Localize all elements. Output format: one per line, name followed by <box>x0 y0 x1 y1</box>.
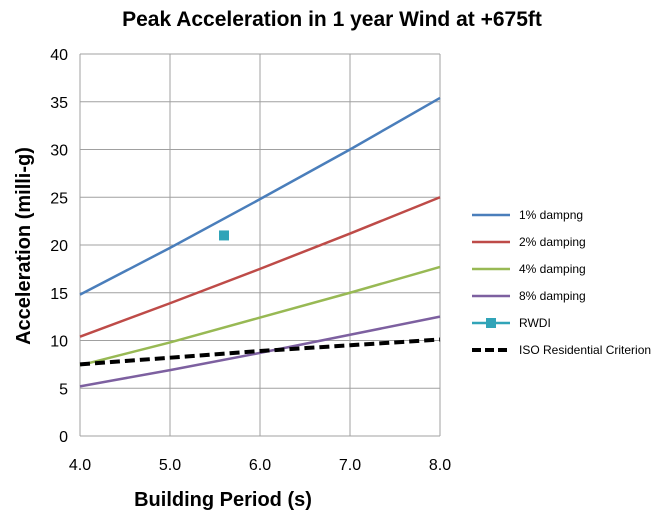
legend-item: 2% damping <box>472 235 586 249</box>
legend-label: 2% damping <box>519 235 586 249</box>
y-tick-label: 25 <box>50 190 68 207</box>
series-line-1-dampng <box>79 96 441 296</box>
legend-label: 1% dampng <box>519 208 583 222</box>
plot-area <box>79 96 441 388</box>
chart-title: Peak Acceleration in 1 year Wind at +675… <box>122 8 542 31</box>
y-tick-label: 40 <box>50 47 68 64</box>
y-tick-label: 15 <box>50 286 68 303</box>
legend-item: 4% damping <box>472 262 586 276</box>
legend-item: 8% damping <box>472 289 586 303</box>
legend-item: ISO Residential Criterion <box>472 343 651 357</box>
x-tick-label: 6.0 <box>249 457 271 474</box>
y-tick-label: 0 <box>59 429 68 446</box>
legend: 1% dampng 2% damping 4% damping 8% damping R… <box>472 208 651 357</box>
legend-label: 4% damping <box>519 262 586 276</box>
x-tick-label: 4.0 <box>69 457 91 474</box>
x-tick-label: 5.0 <box>159 457 181 474</box>
legend-label: ISO Residential Criterion <box>519 343 651 357</box>
series-line-iso-residential-criterion <box>79 337 441 367</box>
x-tick-label: 7.0 <box>339 457 361 474</box>
legend-label: 8% damping <box>519 289 586 303</box>
y-tick-label: 20 <box>50 238 68 255</box>
x-axis-title: Building Period (s) <box>134 489 312 511</box>
y-tick-label: 5 <box>59 381 68 398</box>
y-axis-title: Acceleration (milli-g) <box>13 147 35 345</box>
y-tick-label: 35 <box>50 95 68 112</box>
y-tick-label: 10 <box>50 334 68 351</box>
series-line-4-damping <box>79 265 441 367</box>
grid <box>79 53 441 437</box>
series-line-2-damping <box>79 196 441 338</box>
legend-item: 1% dampng <box>472 208 583 222</box>
series-point-rwdi <box>219 230 229 241</box>
x-axis: 4.0 5.0 6.0 7.0 8.0 <box>69 457 451 474</box>
legend-label: RWDI <box>519 316 551 330</box>
y-axis: 0 5 10 15 20 25 30 35 40 <box>50 47 68 446</box>
y-tick-label: 30 <box>50 143 68 160</box>
x-tick-label: 8.0 <box>429 457 451 474</box>
legend-item: RWDI <box>472 316 551 330</box>
legend-marker <box>486 318 496 328</box>
